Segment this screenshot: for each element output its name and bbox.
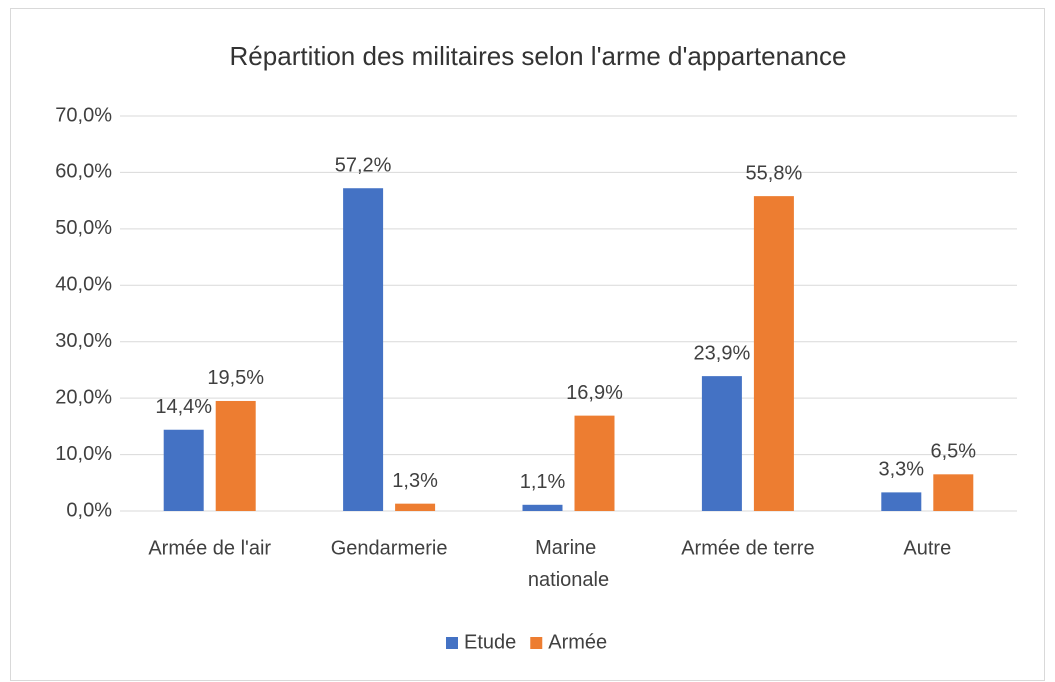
legend-swatch — [446, 637, 458, 649]
bar — [574, 415, 615, 511]
y-tick-label: 0,0% — [66, 499, 112, 521]
bar — [881, 492, 922, 511]
y-tick-label: 30,0% — [55, 330, 112, 352]
legend-label: Armée — [548, 631, 607, 653]
x-tick-label: Armée de terre — [681, 537, 814, 559]
x-tick-label: Marine nationale — [528, 537, 609, 591]
y-tick-label: 20,0% — [55, 386, 112, 408]
bar — [933, 474, 974, 511]
bar — [215, 400, 256, 511]
y-tick-label: 70,0% — [55, 104, 112, 126]
data-label: 19,5% — [207, 367, 264, 389]
data-label: 16,9% — [566, 382, 623, 404]
data-label: 3,3% — [879, 459, 925, 481]
y-tick-label: 10,0% — [55, 443, 112, 465]
bar — [753, 196, 794, 511]
bar — [701, 376, 742, 511]
legend-label: Etude — [464, 631, 516, 653]
y-tick-label: 40,0% — [55, 274, 112, 296]
legend-swatch — [530, 637, 543, 649]
data-label: 14,4% — [155, 396, 212, 418]
bar — [343, 188, 384, 511]
x-tick-label: Gendarmerie — [331, 537, 448, 559]
y-tick-label: 50,0% — [55, 217, 112, 239]
chart-frame — [10, 8, 1045, 681]
data-label: 1,3% — [392, 470, 438, 492]
data-label: 23,9% — [694, 342, 751, 364]
y-tick-label: 60,0% — [55, 161, 112, 183]
x-tick-label: Autre — [903, 537, 951, 559]
bar — [395, 503, 436, 511]
data-label: 1,1% — [520, 471, 566, 493]
bar — [522, 504, 563, 511]
data-label: 6,5% — [931, 441, 977, 463]
data-label: 57,2% — [335, 155, 392, 177]
x-tick-label: Armée de l'air — [148, 537, 271, 559]
chart-title: Répartition des militaires selon l'arme … — [230, 41, 847, 71]
data-label: 55,8% — [746, 162, 803, 184]
bar — [163, 429, 204, 511]
